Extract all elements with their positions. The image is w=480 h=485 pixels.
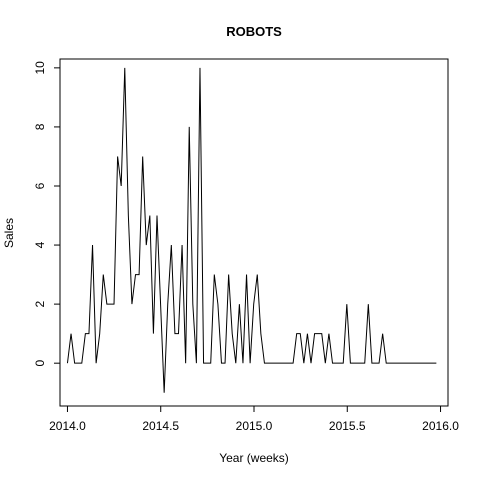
y-tick-label: 0 xyxy=(33,360,47,367)
sales-line xyxy=(66,67,437,393)
x-tick-label: 2016.0 xyxy=(422,419,459,433)
y-tick-label: 6 xyxy=(33,182,47,189)
chart-title: ROBOTS xyxy=(226,24,282,39)
y-axis: 0 2 4 6 8 10 xyxy=(33,61,61,367)
y-tick-label: 8 xyxy=(33,123,47,130)
y-axis-label: Sales xyxy=(2,218,16,248)
x-axis-label: Year (weeks) xyxy=(219,451,289,465)
x-tick-label: 2015.0 xyxy=(236,419,273,433)
y-tick-label: 10 xyxy=(33,61,47,75)
x-tick-label: 2015.5 xyxy=(329,419,366,433)
x-axis: 2014.0 2014.5 2015.0 2015.5 2016.0 xyxy=(49,405,459,433)
y-tick-label: 4 xyxy=(33,241,47,248)
x-tick-label: 2014.5 xyxy=(142,419,179,433)
x-tick-label: 2014.0 xyxy=(49,419,86,433)
y-tick-label: 2 xyxy=(33,300,47,307)
